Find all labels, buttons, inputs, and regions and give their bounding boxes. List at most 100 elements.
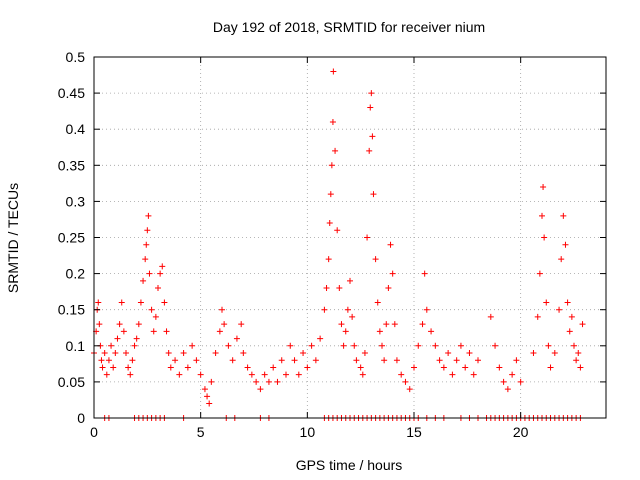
data-point xyxy=(189,342,196,349)
data-point xyxy=(475,357,481,364)
data-point xyxy=(334,227,341,234)
data-point xyxy=(197,371,204,378)
data-point xyxy=(216,328,223,335)
y-tick-label: 0.25 xyxy=(58,230,85,246)
data-point xyxy=(327,191,334,198)
y-tick-label: 0.2 xyxy=(66,266,86,282)
data-point xyxy=(248,371,255,378)
y-tick-label: 0.5 xyxy=(66,49,86,65)
data-point xyxy=(135,321,142,328)
data-point xyxy=(95,299,102,306)
data-point xyxy=(291,357,298,364)
data-point xyxy=(419,321,426,328)
data-point xyxy=(436,357,443,364)
data-point xyxy=(184,364,191,371)
data-point xyxy=(127,371,134,378)
data-point xyxy=(329,118,336,125)
data-point xyxy=(536,270,543,277)
data-point xyxy=(180,350,187,357)
data-point xyxy=(274,378,281,385)
data-point xyxy=(338,321,345,328)
data-point xyxy=(101,350,108,357)
data-point xyxy=(369,133,376,140)
data-point xyxy=(278,357,285,364)
data-point xyxy=(225,342,232,349)
data-point xyxy=(372,256,379,263)
data-point xyxy=(244,364,251,371)
data-point xyxy=(402,378,409,385)
data-point xyxy=(204,393,211,400)
data-point xyxy=(556,306,563,313)
data-point xyxy=(257,386,264,393)
data-point xyxy=(349,313,356,320)
data-point xyxy=(328,162,335,169)
data-point xyxy=(326,220,333,227)
data-point xyxy=(353,357,360,364)
data-point xyxy=(406,386,413,393)
data-point xyxy=(148,306,155,313)
data-point xyxy=(150,328,157,335)
data-point xyxy=(201,386,208,393)
data-point xyxy=(145,212,152,219)
data-point xyxy=(161,299,168,306)
data-point xyxy=(295,371,302,378)
x-axis-label: GPS time / hours xyxy=(296,457,403,473)
data-point xyxy=(579,321,586,328)
y-axis-label: SRMTID / TECUs xyxy=(5,183,21,293)
data-point xyxy=(344,306,351,313)
data-point xyxy=(342,328,349,335)
data-point xyxy=(393,357,400,364)
data-point xyxy=(359,371,366,378)
data-point xyxy=(470,371,477,378)
y-tick-label: 0.3 xyxy=(66,193,86,209)
data-point xyxy=(340,342,347,349)
data-point xyxy=(308,342,315,349)
data-point xyxy=(432,342,439,349)
data-point xyxy=(99,364,106,371)
data-point xyxy=(163,328,170,335)
data-point xyxy=(383,321,390,328)
data-point xyxy=(381,357,388,364)
data-point xyxy=(143,241,150,248)
data-point xyxy=(112,350,119,357)
data-point xyxy=(140,277,147,284)
data-point xyxy=(283,371,289,378)
data-point xyxy=(300,350,307,357)
data-point xyxy=(545,342,552,349)
data-point xyxy=(398,371,405,378)
data-point xyxy=(539,212,545,219)
data-point xyxy=(466,350,473,357)
data-point xyxy=(513,357,520,364)
y-tick-label: 0.35 xyxy=(58,157,85,173)
x-tick-label: 15 xyxy=(406,424,422,440)
data-point xyxy=(152,313,159,320)
data-point xyxy=(137,299,144,306)
data-point xyxy=(367,104,374,111)
data-point xyxy=(547,364,554,371)
data-point xyxy=(312,357,319,364)
data-point xyxy=(462,364,469,371)
data-point xyxy=(116,321,123,328)
data-point xyxy=(492,342,499,349)
data-point xyxy=(265,378,272,385)
data-point xyxy=(568,313,575,320)
data-point xyxy=(270,364,277,371)
data-point xyxy=(159,263,166,270)
data-point xyxy=(560,212,567,219)
x-tick-label: 5 xyxy=(197,424,205,440)
data-point xyxy=(229,357,236,364)
data-point xyxy=(233,335,240,342)
data-point xyxy=(208,378,215,385)
data-point xyxy=(541,234,548,241)
data-point xyxy=(144,227,151,234)
data-point xyxy=(357,364,364,371)
data-point xyxy=(347,277,353,284)
data-point xyxy=(571,342,577,349)
x-tick-label: 10 xyxy=(300,424,316,440)
data-point xyxy=(157,270,164,277)
x-tick-label: 0 xyxy=(90,424,98,440)
data-point xyxy=(368,90,375,97)
data-point xyxy=(562,241,569,248)
data-point xyxy=(330,68,337,75)
